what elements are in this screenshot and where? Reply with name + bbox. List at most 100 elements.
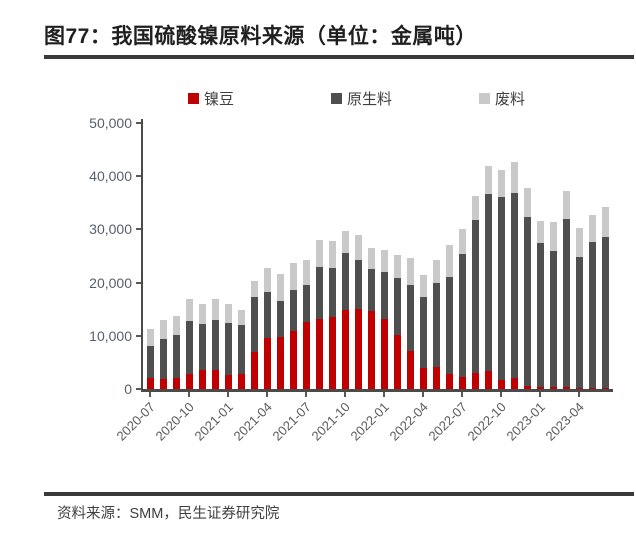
bar-segment-原生料: [523, 217, 531, 387]
bar-segment-废料: [198, 304, 206, 325]
bar-segment-镍豆: [393, 335, 401, 389]
bar-segment-镍豆: [172, 377, 180, 389]
bar-segment-镍豆: [315, 318, 323, 389]
y-axis-tick: [136, 122, 141, 124]
bar-segment-原生料: [302, 285, 310, 322]
y-axis-label: 20,000: [89, 274, 132, 291]
source-note: 资料来源：SMM，民生证券研究院: [57, 506, 280, 522]
bar-segment-原生料: [510, 193, 518, 379]
legend-item-镍豆: 镍豆: [188, 88, 234, 108]
bar-segment-镍豆: [588, 387, 596, 389]
bar-segment-废料: [250, 281, 258, 297]
x-axis-label: 2020-07: [113, 399, 158, 444]
bar-segment-原生料: [471, 220, 479, 374]
bar-segment-废料: [159, 319, 167, 339]
y-axis-tick: [136, 334, 141, 337]
figure-title: 图77：我国硫酸镍原料来源（单位：金属吨）: [44, 25, 477, 48]
bar-segment-镍豆: [185, 374, 193, 389]
bar-segment-废料: [445, 244, 453, 277]
x-axis-tick: [539, 392, 541, 397]
bar-segment-原生料: [211, 319, 219, 371]
legend-label: 原生料: [347, 90, 393, 108]
x-axis-tick: [422, 392, 424, 397]
bar-segment-废料: [146, 329, 154, 346]
y-axis-tick: [136, 175, 141, 178]
bar-segment-镍豆: [432, 366, 440, 389]
bar-segment-废料: [432, 260, 440, 284]
bar-segment-原生料: [146, 345, 154, 379]
bar-segment-镍豆: [289, 331, 297, 389]
bar-segment-镍豆: [458, 377, 466, 389]
bar-segment-废料: [367, 248, 375, 269]
bar-segment-废料: [523, 187, 531, 218]
bar-segment-镍豆: [419, 368, 427, 389]
bar-segment-镍豆: [380, 319, 388, 389]
bar-segment-原生料: [575, 256, 583, 388]
bar-segment-废料: [471, 195, 479, 221]
bar-segment-原生料: [406, 285, 414, 352]
x-axis-tick: [344, 392, 346, 397]
bar-segment-废料: [510, 162, 518, 194]
bar-segment-镍豆: [263, 337, 271, 389]
bar-segment-废料: [315, 240, 323, 267]
bar-segment-镍豆: [406, 351, 414, 389]
bar-segment-原生料: [185, 321, 193, 375]
bar-segment-废料: [406, 258, 414, 286]
bar-segment-原生料: [276, 300, 284, 338]
x-axis-tick: [227, 392, 229, 397]
y-axis-label: 30,000: [89, 221, 132, 238]
bar-segment-废料: [484, 166, 492, 194]
bar-segment-废料: [237, 309, 245, 326]
bar-segment-原生料: [536, 243, 544, 388]
bar-segment-原生料: [393, 277, 401, 336]
bar-segment-镍豆: [354, 308, 362, 389]
bar-segment-镍豆: [159, 378, 167, 389]
bar-segment-废料: [393, 254, 401, 278]
bar-segment-原生料: [315, 266, 323, 319]
x-axis: [141, 389, 613, 392]
bar-segment-原生料: [172, 335, 180, 378]
bar-segment-原生料: [250, 296, 258, 352]
bar-segment-废料: [575, 228, 583, 257]
bar-segment-废料: [458, 229, 466, 255]
bar-segment-废料: [211, 298, 219, 320]
bar-segment-废料: [328, 240, 336, 268]
bar-segment-废料: [549, 221, 557, 251]
y-axis-label: 0: [124, 381, 132, 397]
bar-segment-废料: [341, 230, 349, 253]
bar-segment-镍豆: [510, 378, 518, 389]
y-axis-tick: [136, 281, 141, 284]
bar-segment-镍豆: [484, 370, 492, 389]
bar-segment-原生料: [445, 276, 453, 374]
bar-segment-原生料: [354, 259, 362, 309]
y-axis-label: 50,000: [89, 115, 132, 131]
bar-segment-镍豆: [471, 373, 479, 389]
bar-segment-原生料: [458, 254, 466, 378]
y-axis: [141, 119, 143, 391]
bar-segment-镍豆: [562, 387, 570, 389]
bar-segment-原生料: [289, 290, 297, 331]
footer-divider: [44, 492, 634, 496]
bar-segment-镍豆: [276, 337, 284, 389]
legend-label: 废料: [495, 90, 526, 108]
bar-segment-镍豆: [341, 310, 349, 389]
bar-segment-镍豆: [224, 374, 232, 389]
x-axis-tick: [149, 392, 151, 397]
x-axis-tick: [305, 392, 307, 397]
bar-segment-原生料: [588, 242, 596, 388]
bar-segment-废料: [497, 170, 505, 197]
bar-segment-原生料: [601, 237, 609, 388]
bar-segment-废料: [562, 191, 570, 219]
x-axis-tick: [266, 392, 268, 397]
bar-segment-原生料: [432, 283, 440, 367]
bar-segment-废料: [263, 267, 271, 293]
bar-segment-原生料: [198, 324, 206, 371]
y-axis-label: 40,000: [89, 168, 132, 185]
bar-segment-原生料: [328, 267, 336, 317]
bar-segment-废料: [419, 274, 427, 297]
bar-segment-废料: [601, 207, 609, 238]
bar-segment-镍豆: [250, 351, 258, 389]
bar-segment-镍豆: [198, 370, 206, 389]
bar-segment-废料: [380, 250, 388, 272]
